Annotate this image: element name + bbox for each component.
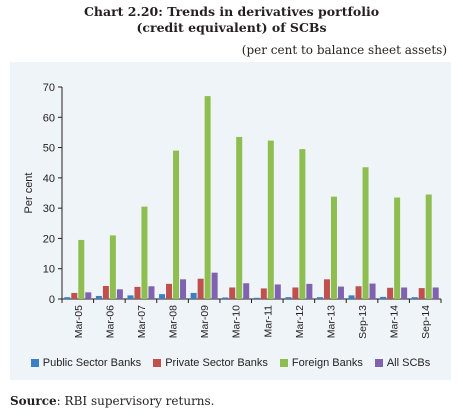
bar-chart: 0 10 20 30 40 50 60 70 Per cent Mar-05 Mar-06 Mar-0… — [23, 82, 442, 339]
legend-item: Foreign Banks — [279, 357, 363, 369]
bar-all-scbs-mar-09 — [211, 272, 218, 299]
bar-foreign-banks-sep-14 — [425, 194, 432, 299]
bar-foreign-banks-mar-05 — [78, 239, 85, 299]
y-tick-label: 40 — [43, 173, 55, 185]
bar-public-sector-banks-mar-06 — [95, 295, 102, 299]
y-tick-label: 60 — [43, 112, 55, 124]
bar-all-scbs-sep-13 — [369, 283, 376, 299]
bar-private-sector-banks-mar-06 — [102, 285, 109, 299]
bar-public-sector-banks-mar-13 — [316, 297, 323, 299]
bar-all-scbs-mar-13 — [337, 286, 344, 299]
bar-foreign-banks-mar-12 — [299, 149, 306, 299]
x-tick-label: Mar-07 — [136, 305, 148, 338]
legend-swatch — [374, 359, 383, 367]
legend-label: Foreign Banks — [291, 357, 363, 369]
bar-public-sector-banks-mar-11 — [253, 297, 260, 299]
bar-private-sector-banks-mar-07 — [134, 286, 141, 299]
source-text: : RBI supervisory returns. — [56, 394, 215, 408]
x-tick-label: Mar-11 — [262, 305, 274, 338]
bar-public-sector-banks-mar-08 — [159, 294, 166, 299]
bar-all-scbs-mar-10 — [243, 283, 250, 299]
y-tick-label: 10 — [43, 264, 55, 276]
x-tick-label: Mar-09 — [199, 305, 211, 338]
bar-private-sector-banks-sep-14 — [418, 288, 425, 299]
x-tick-label: Mar-14 — [389, 305, 401, 338]
bar-private-sector-banks-mar-10 — [229, 287, 236, 299]
bar-private-sector-banks-mar-12 — [292, 287, 299, 299]
chart-legend: Public Sector Banks Private Sector Banks F… — [10, 357, 451, 369]
bar-all-scbs-mar-06 — [116, 289, 123, 299]
bar-foreign-banks-mar-14 — [394, 197, 401, 299]
x-tick-label: Sep-14 — [420, 305, 432, 339]
bar-public-sector-banks-mar-12 — [285, 297, 292, 299]
bar-private-sector-banks-mar-08 — [166, 283, 173, 299]
chart-title-line2: (credit equivalent) of SCBs — [136, 20, 327, 35]
bar-foreign-banks-mar-08 — [173, 150, 180, 299]
bar-private-sector-banks-mar-05 — [71, 292, 78, 299]
y-tick-label: 30 — [43, 203, 55, 215]
bar-public-sector-banks-mar-10 — [222, 297, 229, 299]
bar-foreign-banks-sep-13 — [362, 167, 369, 299]
chart-subtitle: (per cent to balance sheet assets) — [241, 43, 447, 57]
bar-foreign-banks-mar-09 — [204, 96, 211, 299]
bar-foreign-banks-mar-10 — [236, 136, 243, 299]
legend-label: Private Sector Banks — [165, 357, 268, 369]
bar-foreign-banks-mar-07 — [141, 206, 148, 299]
x-tick-label: Mar-05 — [73, 305, 85, 338]
y-tick-label: 50 — [43, 143, 55, 155]
source-note: Source: RBI supervisory returns. — [10, 394, 215, 408]
y-tick-label: 20 — [43, 233, 55, 245]
bar-all-scbs-sep-14 — [432, 287, 439, 299]
bar-public-sector-banks-mar-05 — [64, 297, 71, 299]
legend-item: Private Sector Banks — [153, 357, 268, 369]
bar-foreign-banks-mar-13 — [330, 196, 337, 299]
bar-foreign-banks-mar-06 — [109, 235, 116, 299]
bar-all-scbs-mar-07 — [148, 286, 155, 299]
x-tick-label: Sep-13 — [357, 305, 369, 339]
bar-foreign-banks-mar-11 — [267, 140, 274, 299]
bar-private-sector-banks-mar-09 — [197, 278, 204, 299]
bar-public-sector-banks-sep-14 — [411, 297, 418, 299]
x-tick-label: Mar-13 — [325, 305, 337, 338]
bar-public-sector-banks-sep-13 — [348, 295, 355, 299]
bar-private-sector-banks-sep-13 — [355, 286, 362, 299]
legend-swatch — [30, 359, 39, 367]
bar-public-sector-banks-mar-07 — [127, 295, 134, 299]
bar-public-sector-banks-mar-14 — [380, 296, 387, 299]
x-tick-label: Mar-10 — [231, 305, 243, 338]
x-tick-label: Mar-08 — [168, 305, 180, 338]
chart-title-line1: Chart 2.20: Trends in derivatives portfo… — [83, 4, 380, 19]
source-label: Source — [10, 394, 57, 408]
legend-swatch — [279, 359, 288, 367]
chart-panel: 0 10 20 30 40 50 60 70 Per cent Mar-05 Mar-06 Mar-0… — [10, 62, 451, 380]
x-tick-label: Mar-06 — [104, 305, 116, 338]
bar-all-scbs-mar-14 — [401, 287, 408, 299]
bar-all-scbs-mar-11 — [274, 284, 281, 299]
bar-all-scbs-mar-12 — [306, 283, 313, 299]
x-tick-label: Mar-12 — [294, 305, 306, 338]
bar-public-sector-banks-mar-09 — [190, 292, 197, 299]
bar-private-sector-banks-mar-14 — [387, 287, 394, 299]
legend-item: Public Sector Banks — [30, 357, 142, 369]
legend-label: Public Sector Banks — [42, 357, 142, 369]
bar-private-sector-banks-mar-13 — [323, 279, 330, 299]
bar-private-sector-banks-mar-11 — [260, 288, 267, 299]
bar-all-scbs-mar-08 — [180, 279, 187, 299]
y-tick-label: 70 — [43, 82, 55, 94]
legend-label: All SCBs — [386, 357, 431, 369]
y-axis-label: Per cent — [23, 173, 35, 214]
bar-all-scbs-mar-05 — [85, 292, 92, 299]
legend-item: All SCBs — [374, 357, 431, 369]
legend-swatch — [153, 359, 162, 367]
y-tick-label: 0 — [49, 294, 55, 306]
